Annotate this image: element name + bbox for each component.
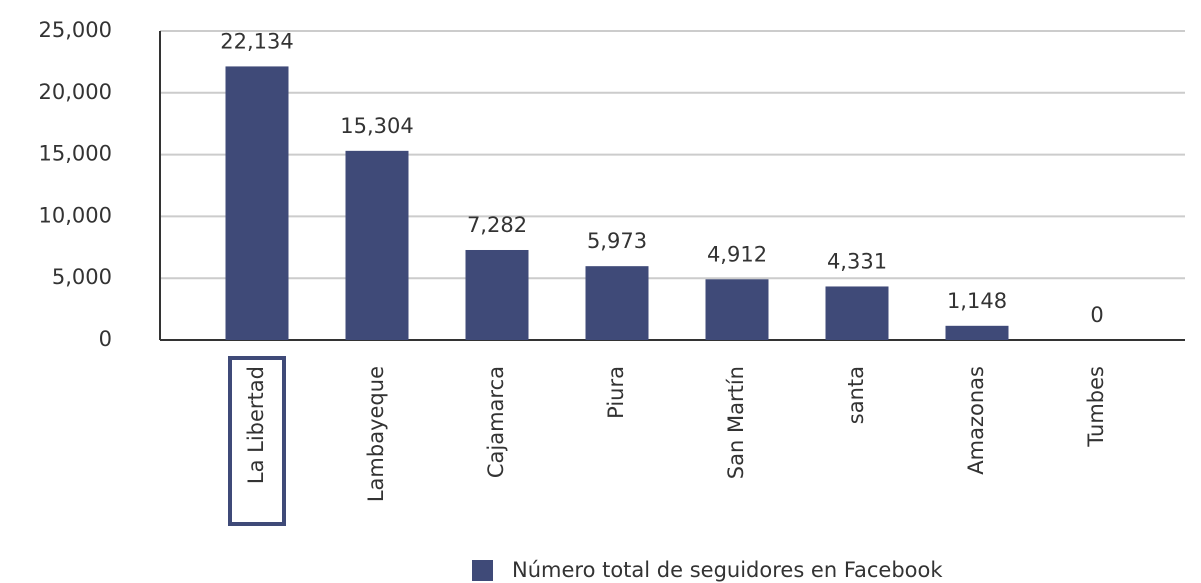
x-tick-label: San Martín — [724, 366, 748, 479]
data-label: 22,134 — [220, 29, 293, 53]
x-tick-label: Piura — [604, 366, 628, 419]
bar — [585, 266, 649, 340]
bar — [345, 150, 409, 340]
y-tick-label: 0 — [99, 327, 112, 351]
bar — [705, 279, 769, 340]
x-tick-label: Amazonas — [964, 366, 988, 475]
x-tick-label: Lambayeque — [364, 366, 388, 502]
bar — [945, 325, 1009, 340]
highlight-box — [228, 356, 286, 526]
legend-label: Número total de seguidores en Facebook — [512, 558, 943, 582]
y-tick-label: 25,000 — [39, 18, 112, 42]
x-tick-label: La Libertad — [244, 366, 268, 484]
bar — [825, 286, 889, 340]
data-label: 0 — [1090, 303, 1103, 327]
x-tick-label: Cajamarca — [484, 366, 508, 478]
y-tick-label: 15,000 — [39, 142, 112, 166]
legend-swatch — [472, 560, 493, 581]
data-label: 15,304 — [340, 114, 413, 138]
data-label: 1,148 — [947, 289, 1007, 313]
y-tick-label: 10,000 — [39, 203, 112, 227]
x-tick-label: santa — [844, 366, 868, 424]
data-label: 5,973 — [587, 229, 647, 253]
bar — [225, 66, 289, 340]
y-tick-label: 5,000 — [52, 265, 112, 289]
y-tick-label: 20,000 — [39, 80, 112, 104]
data-label: 7,282 — [467, 213, 527, 237]
data-label: 4,331 — [827, 249, 887, 273]
data-label: 4,912 — [707, 242, 767, 266]
bar — [465, 249, 529, 340]
x-tick-label: Tumbes — [1084, 366, 1108, 448]
